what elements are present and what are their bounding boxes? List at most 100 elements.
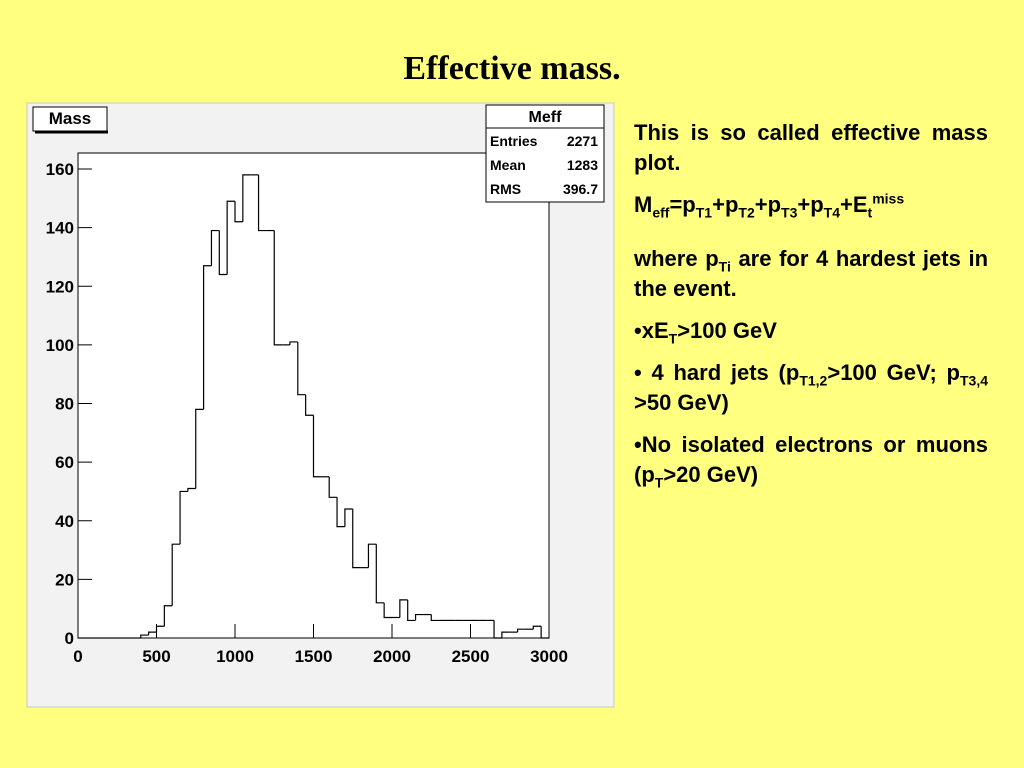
histogram-bin — [367, 543, 377, 568]
x-tick-label: 1000 — [216, 647, 254, 666]
t: are for 4 hardest jets in the event. — [634, 246, 989, 301]
stats-box: Meff Entries 2271 Mean 1283 RMS 396.7 — [485, 104, 605, 203]
histogram-bin — [257, 174, 267, 232]
histogram-bin — [289, 341, 298, 345]
note: where pTi are for 4 hardest jets in the … — [634, 244, 988, 304]
t: >20 GeV) — [663, 462, 759, 487]
histogram-bin — [540, 626, 549, 639]
histogram-bin — [171, 543, 181, 606]
y-tick-label: 160 — [46, 160, 74, 179]
t: +p — [712, 192, 739, 217]
y-tick-label: 80 — [55, 395, 74, 414]
t: +p — [797, 192, 824, 217]
stats-key: RMS — [490, 181, 521, 197]
y-tick-label: 140 — [46, 219, 74, 238]
stats-value: 1283 — [567, 157, 598, 173]
t: • 4 hard jets (p — [634, 360, 800, 385]
note: This is so called effective mass plot. — [634, 120, 988, 175]
slide-title: Effective mass. — [403, 50, 621, 87]
t: >50 GeV) — [634, 390, 729, 415]
t: T — [668, 330, 678, 347]
histogram-bin — [501, 631, 510, 638]
t: •xE — [634, 318, 669, 343]
t: t — [867, 204, 873, 221]
x-tick-label: 1500 — [295, 647, 333, 666]
t: >100 GeV; p — [827, 360, 960, 385]
t: +p — [754, 192, 782, 217]
histogram-bin — [328, 476, 338, 498]
plot-frame — [77, 152, 550, 639]
histogram-bin — [140, 634, 149, 638]
histogram-bin — [344, 508, 353, 527]
histogram-bin — [493, 620, 502, 639]
chart: Mass Meff Entries 2271 Mean 1283 RMS 396.7 0 2… — [26, 102, 615, 708]
y-tick-label: 120 — [46, 277, 74, 296]
stats-frame — [485, 104, 605, 203]
t: T3,4 — [960, 372, 989, 389]
histogram-bin — [242, 174, 251, 222]
histogram-bin — [336, 497, 345, 528]
stats-key: Entries — [490, 133, 538, 149]
t: Ti — [718, 258, 731, 275]
histogram-bin — [234, 201, 243, 223]
t: •No isolated electrons or muons (p — [634, 432, 988, 487]
histogram-bin — [179, 490, 188, 545]
bullet: •No isolated electrons or muons (pT>20 G… — [634, 430, 988, 490]
t: +E — [840, 192, 868, 217]
t: =p — [669, 192, 696, 217]
hist-label-box — [32, 106, 108, 132]
histogram-bin — [226, 200, 235, 275]
notes: This is so called effective mass plot. M… — [634, 118, 988, 502]
t: M — [634, 192, 653, 217]
y-tick-label: 100 — [46, 336, 74, 355]
x-tick-label: 500 — [142, 647, 170, 666]
y-tick-label: 20 — [55, 570, 74, 589]
t: where p — [634, 246, 719, 271]
histogram-bin — [352, 509, 361, 569]
histogram-bin — [430, 614, 440, 622]
histogram-bin — [517, 628, 526, 633]
t: eff — [652, 204, 670, 221]
stats-key: Mean — [490, 157, 526, 173]
t: T4 — [823, 204, 841, 221]
bullet: • 4 hard jets (pT1,2>100 GeV; pT3,4 >50 … — [634, 358, 988, 418]
histogram-bin — [312, 415, 322, 478]
histogram-bin — [305, 394, 314, 416]
hist-label: Mass — [49, 109, 92, 128]
bullet: •xET>100 GeV — [634, 316, 988, 346]
t: T2 — [738, 204, 755, 221]
histogram-bin — [195, 408, 204, 489]
t: T1 — [695, 204, 713, 221]
y-tick-label: 40 — [55, 512, 74, 531]
y-tick-label: 0 — [65, 629, 74, 648]
formula: Meff=pT1+pT2+pT3+pT4+Etmiss — [634, 190, 988, 220]
x-tick-label: 2000 — [373, 647, 411, 666]
histogram-bin — [407, 599, 416, 622]
t: T1,2 — [799, 372, 828, 389]
y-tick-label: 60 — [55, 453, 74, 472]
x-tick-label: 2500 — [452, 647, 490, 666]
x-tick-label: 3000 — [530, 647, 568, 666]
t: T3 — [781, 204, 798, 221]
histogram-bin — [218, 230, 228, 276]
histogram-bin — [203, 265, 212, 410]
histogram-bin — [532, 625, 542, 630]
t: miss — [872, 190, 905, 207]
histogram-bin — [163, 605, 173, 627]
histogram-bin — [375, 544, 385, 604]
histogram-bin — [210, 229, 220, 266]
histogram-bin — [273, 230, 283, 346]
t: T — [654, 474, 664, 491]
histogram-bin — [399, 599, 408, 618]
t: >100 GeV — [677, 318, 777, 343]
histogram-bin — [148, 631, 157, 636]
histogram-bin — [155, 625, 165, 633]
histogram-bin — [414, 613, 424, 621]
histogram-bin — [297, 341, 306, 396]
x-tick-label: 0 — [73, 647, 82, 666]
histogram-bin — [383, 602, 392, 619]
stats-value: 396.7 — [563, 181, 598, 197]
stats-value: 2271 — [567, 133, 598, 149]
stats-title: Meff — [529, 109, 563, 126]
